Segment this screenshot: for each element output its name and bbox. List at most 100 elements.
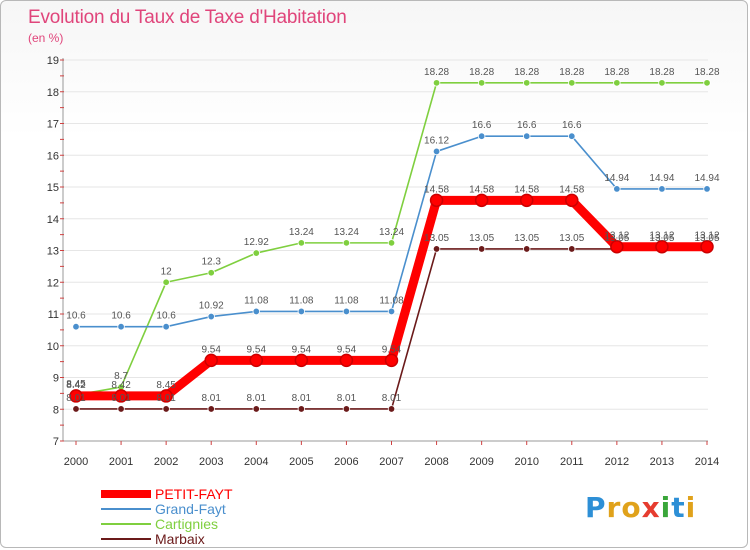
data-label: 8.42	[111, 380, 131, 391]
data-point	[703, 185, 711, 193]
logo-letter: i	[685, 491, 697, 524]
data-point	[162, 323, 170, 331]
data-point	[117, 405, 125, 413]
logo-letter: t	[671, 491, 686, 524]
logo-letter: x	[641, 491, 661, 524]
data-point	[568, 132, 576, 140]
x-tick-label: 2001	[109, 456, 133, 468]
y-tick-label: 9	[53, 373, 59, 385]
data-label: 9.54	[247, 344, 267, 355]
y-tick-label: 18	[47, 87, 59, 99]
data-label: 13.05	[469, 233, 494, 244]
data-point	[162, 405, 170, 413]
data-point	[477, 132, 486, 140]
data-label: 10.6	[66, 311, 86, 322]
data-label: 10.92	[199, 301, 224, 312]
data-point	[252, 307, 260, 316]
data-point	[207, 312, 215, 321]
data-label: 18.28	[694, 67, 719, 78]
y-tick-label: 19	[47, 55, 59, 67]
data-label: 13.05	[559, 233, 584, 244]
data-point	[159, 389, 173, 403]
logo-letter: i	[660, 491, 672, 524]
data-point	[429, 193, 444, 208]
data-label: 13.12	[649, 231, 674, 242]
x-tick-label: 2004	[244, 456, 268, 468]
data-point	[568, 245, 576, 253]
data-point	[658, 79, 666, 87]
data-point	[207, 405, 215, 413]
y-tick-label: 10	[47, 341, 59, 353]
data-label: 8.42	[66, 380, 86, 391]
data-label: 18.28	[559, 67, 584, 78]
legend-label: PETIT-FAYT	[155, 486, 233, 502]
data-label: 18.28	[424, 67, 449, 78]
data-point	[703, 79, 711, 87]
x-tick-label: 2003	[199, 456, 223, 468]
data-label: 13.05	[604, 233, 629, 244]
data-label: 13.12	[694, 231, 719, 242]
data-label: 9.54	[382, 344, 402, 355]
x-tick-label: 2005	[289, 456, 313, 468]
x-tick-label: 2000	[64, 456, 88, 468]
data-label: 14.58	[559, 184, 584, 195]
data-point	[384, 353, 399, 368]
data-label: 10.6	[111, 311, 131, 322]
data-point	[655, 239, 669, 254]
x-tick-label: 2006	[334, 456, 358, 468]
data-point	[610, 239, 624, 254]
data-label: 11.08	[379, 295, 404, 306]
data-label: 11.08	[244, 295, 269, 306]
data-point	[72, 405, 80, 413]
data-label: 12.92	[244, 237, 269, 248]
data-point	[387, 307, 396, 316]
data-point	[297, 239, 306, 247]
data-label: 14.94	[649, 173, 674, 184]
data-label: 14.94	[694, 173, 719, 184]
y-tick-label: 17	[47, 119, 59, 131]
y-tick-label: 16	[47, 150, 59, 162]
logo-letter: r	[606, 491, 622, 524]
data-point	[523, 245, 531, 253]
data-label: 16.6	[472, 120, 492, 131]
x-tick-label: 2002	[154, 456, 178, 468]
y-tick-label: 12	[47, 277, 59, 289]
data-label: 8.01	[247, 393, 267, 404]
data-label: 14.58	[424, 184, 449, 195]
data-point	[432, 245, 441, 253]
data-label: 8.01	[156, 393, 176, 404]
data-label: 8.01	[111, 393, 131, 404]
data-point	[568, 79, 576, 87]
data-label: 9.54	[292, 344, 312, 355]
data-label: 11.08	[334, 295, 359, 306]
data-point	[69, 389, 83, 403]
data-point	[477, 245, 486, 253]
proxiti-logo: Proxiti	[585, 491, 696, 524]
data-label: 14.58	[469, 184, 494, 195]
y-tick-label: 11	[48, 309, 59, 321]
data-label: 8.01	[292, 393, 312, 404]
data-point	[342, 239, 351, 247]
data-point	[72, 323, 80, 331]
legend-label: Grand-Fayt	[155, 501, 226, 517]
data-label: 9.54	[337, 344, 357, 355]
x-tick-label: 2008	[424, 456, 448, 468]
x-tick-label: 2007	[379, 456, 403, 468]
data-label: 13.05	[649, 233, 674, 244]
data-label: 11.08	[289, 295, 314, 306]
data-label: 16.6	[517, 120, 537, 131]
data-point	[565, 193, 579, 208]
data-label: 8.7	[114, 371, 128, 382]
data-point	[613, 79, 621, 87]
x-tick-label: 2011	[560, 456, 584, 468]
data-point	[252, 405, 260, 413]
x-tick-label: 2012	[605, 456, 629, 468]
data-point	[342, 307, 351, 316]
data-point	[204, 353, 218, 368]
data-label: 9.54	[201, 344, 221, 355]
data-label: 18.28	[469, 67, 494, 78]
x-tick-label: 2014	[695, 456, 719, 468]
data-label: 16.6	[562, 120, 582, 131]
data-point	[162, 278, 170, 286]
